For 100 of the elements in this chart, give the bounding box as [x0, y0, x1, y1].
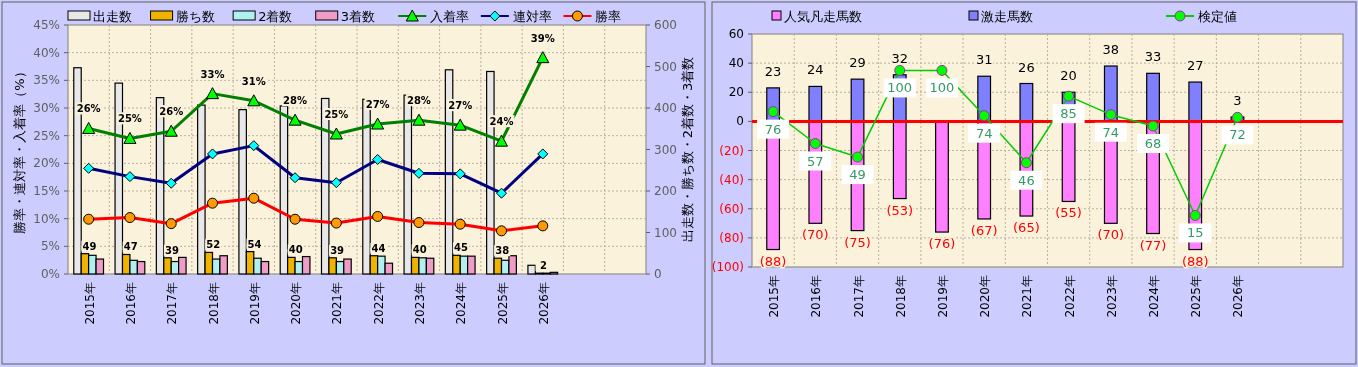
- x-tick-label: 2025年: [1189, 275, 1204, 318]
- annotation: 74: [975, 125, 993, 141]
- legend-label: 連対率: [512, 9, 552, 24]
- y-tick-label: 20%: [33, 156, 60, 171]
- x-tick-label: 2016年: [809, 275, 824, 318]
- data-label: (70): [801, 227, 829, 243]
- data-label: 31%: [241, 75, 266, 87]
- data-label: (75): [844, 234, 871, 250]
- data-label: 3: [1233, 93, 1242, 109]
- annotation: 76: [764, 121, 782, 137]
- x-tick-label: 2024年: [454, 282, 469, 325]
- x-tick-label: 2026年: [536, 282, 551, 325]
- annotation: 74: [1102, 124, 1120, 140]
- data-label: 33%: [200, 68, 225, 80]
- data-label: 27%: [365, 99, 390, 111]
- data-label: 45: [454, 242, 468, 254]
- bar: [808, 85, 823, 122]
- y-tick-label: 60: [728, 27, 744, 41]
- y2-tick-label: 400: [654, 101, 677, 115]
- data-label: 31: [975, 52, 993, 68]
- data-label: 49: [82, 240, 97, 252]
- data-label: 25%: [117, 113, 142, 125]
- bar: [1188, 81, 1203, 122]
- data-label: 39%: [530, 32, 555, 44]
- data-label: 26%: [159, 106, 184, 118]
- data-label: 24: [807, 62, 824, 78]
- bar: [1019, 82, 1034, 122]
- y2-tick-label: 300: [654, 142, 677, 157]
- y-tick-label: 15%: [33, 184, 60, 198]
- y-tick-label: 20: [728, 85, 744, 100]
- x-tick-label: 2026年: [1231, 275, 1246, 318]
- data-label: 25%: [324, 109, 349, 121]
- x-tick-label: 2022年: [371, 282, 386, 325]
- y-tick-label: 40%: [33, 45, 60, 60]
- data-label: 40: [288, 244, 303, 256]
- x-tick-label: 2022年: [1062, 275, 1077, 318]
- x-tick-label: 2016年: [123, 282, 138, 325]
- bar: [850, 78, 865, 122]
- annotation: 68: [1144, 136, 1162, 152]
- legend-label: 出走数: [93, 9, 132, 24]
- x-tick-label: 2015年: [82, 282, 97, 325]
- y-tick-label: (20): [719, 143, 744, 158]
- legend-label: 勝ち数: [175, 9, 215, 24]
- x-tick-label: 2020年: [978, 275, 993, 318]
- x-tick-label: 2024年: [1147, 275, 1162, 318]
- legend-label: 検定値: [1198, 9, 1237, 24]
- annotation: 72: [1229, 127, 1246, 143]
- data-label: 44: [371, 242, 386, 254]
- x-tick-label: 2019年: [935, 275, 950, 318]
- x-tick-label: 2025年: [495, 282, 510, 325]
- data-label: 27: [1186, 58, 1204, 74]
- y2-tick-label: 100: [654, 225, 677, 240]
- data-label: 23: [764, 63, 782, 79]
- y-tick-label: 45%: [33, 18, 60, 32]
- y2-tick-label: 0: [654, 267, 662, 281]
- annotation: 85: [1060, 106, 1077, 122]
- x-tick-label: 2021年: [1020, 275, 1035, 318]
- legend-label: 激走馬数: [981, 9, 1033, 24]
- data-label: (88): [1181, 253, 1209, 269]
- data-label: (70): [1097, 227, 1125, 243]
- data-label: (53): [886, 202, 914, 218]
- y2-tick-label: 200: [654, 184, 677, 198]
- legend-label: 3着数: [340, 9, 375, 24]
- annotation: 57: [807, 153, 824, 169]
- data-label: (76): [928, 236, 956, 252]
- x-tick-label: 2018年: [206, 282, 221, 325]
- data-label: (88): [759, 253, 787, 269]
- legend-label: 人気凡走馬数: [784, 9, 862, 24]
- x-tick-label: 2020年: [289, 282, 304, 325]
- legend-label: 入着率: [430, 9, 470, 24]
- y-tick-label: 30%: [33, 101, 60, 115]
- data-label: 28%: [283, 95, 308, 107]
- bar: [1146, 72, 1160, 122]
- y-tick-label: 35%: [33, 73, 60, 88]
- data-label: 32: [891, 50, 909, 66]
- bar: [935, 120, 949, 233]
- y-tick-label: (40): [719, 172, 744, 187]
- x-tick-label: 2023年: [412, 282, 427, 325]
- data-label: 2: [540, 260, 548, 272]
- x-tick-label: 2017年: [165, 282, 180, 325]
- data-label: (55): [1055, 205, 1082, 221]
- data-label: 26: [1018, 59, 1035, 75]
- y2-axis-title: 出走数・勝ち数・2着数・3着数: [680, 56, 695, 243]
- x-tick-label: 2021年: [330, 282, 345, 325]
- data-label: (77): [1139, 237, 1167, 253]
- y-tick-label: 5%: [40, 239, 60, 254]
- data-label: 29: [849, 55, 866, 71]
- y-axis-title: 勝率・連対率・入着率（%）: [12, 65, 27, 234]
- y-tick-label: 25%: [33, 128, 60, 143]
- data-label: 38: [1102, 42, 1120, 58]
- bar: [892, 120, 907, 200]
- data-label: 38: [495, 245, 510, 257]
- legend-label: 2着数: [258, 9, 293, 24]
- data-label: 28%: [406, 95, 431, 107]
- y-tick-label: (80): [719, 230, 744, 245]
- data-label: 33: [1144, 49, 1162, 65]
- y-tick-label: 10%: [33, 211, 60, 226]
- y2-tick-label: 600: [654, 18, 677, 32]
- annotation: 100: [887, 80, 913, 96]
- y-tick-label: 0: [736, 114, 744, 129]
